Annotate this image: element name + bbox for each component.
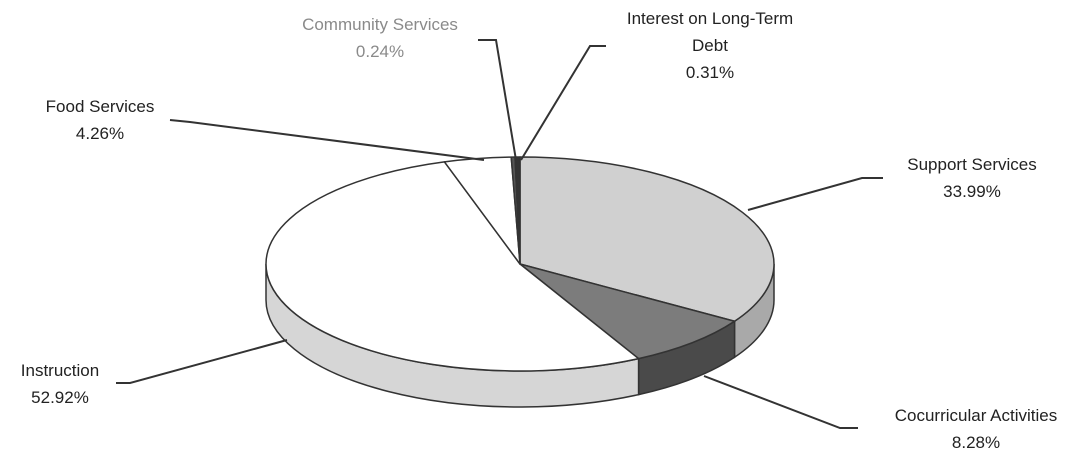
leader-line-community-services <box>478 39 517 161</box>
leader-line-interest-debt <box>520 45 606 161</box>
leader-line-cocurricular <box>703 375 858 429</box>
label-food-services-name: Food Services <box>46 97 155 116</box>
label-community-services-name: Community Services <box>302 15 458 34</box>
leader-line-instruction <box>116 339 288 384</box>
label-support-services-pct: 33.99% <box>943 182 1001 201</box>
label-support-services-name: Support Services <box>907 155 1036 174</box>
label-cocurricular-pct: 8.28% <box>952 433 1000 452</box>
label-community-services-pct: 0.24% <box>356 42 404 61</box>
pie-top-face <box>265 156 775 372</box>
label-interest-debt-name-line1: Interest on Long-Term <box>627 9 793 28</box>
label-interest-debt-name-line2: Debt <box>692 36 728 55</box>
label-instruction-name: Instruction <box>21 361 99 380</box>
leader-line-food-services <box>169 119 485 161</box>
leader-line-support-services <box>747 177 883 211</box>
label-food-services-pct: 4.26% <box>76 124 124 143</box>
label-interest-debt-pct: 0.31% <box>686 63 734 82</box>
slice-cocurricular-activities <box>519 263 736 360</box>
slice-instruction <box>265 161 640 372</box>
label-instruction-pct: 52.92% <box>31 388 89 407</box>
label-cocurricular-name: Cocurricular Activities <box>895 406 1058 425</box>
